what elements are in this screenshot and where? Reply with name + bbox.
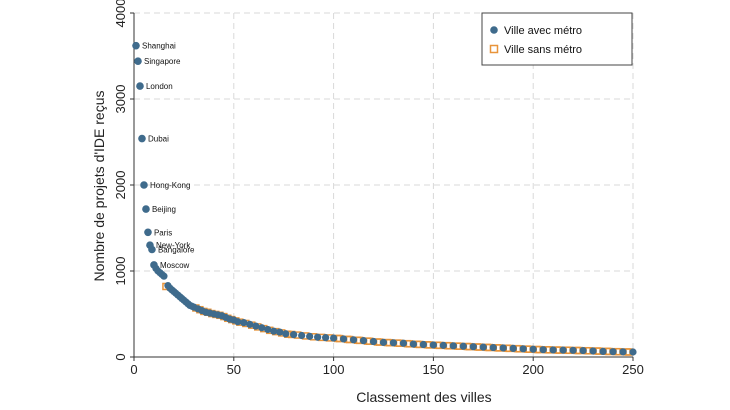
point-metro bbox=[306, 332, 314, 340]
x-tick-label: 200 bbox=[522, 362, 544, 377]
city-label: Paris bbox=[154, 228, 172, 237]
x-tick-labels: 0 50 100 150 200 250 bbox=[130, 362, 643, 377]
x-tick-label: 0 bbox=[130, 362, 137, 377]
point-labeled-city bbox=[136, 82, 144, 90]
y-tick-label: 1000 bbox=[113, 257, 128, 286]
point-metro bbox=[298, 331, 306, 340]
point-metro bbox=[270, 327, 278, 335]
series-metro bbox=[152, 264, 637, 356]
labeled-cities: Shanghai Singapore London Dubai Hong-Kong Bei… bbox=[132, 42, 195, 270]
point-metro bbox=[234, 318, 242, 326]
legend-label-no-metro: Ville sans métro bbox=[504, 44, 582, 56]
city-label: London bbox=[146, 82, 173, 91]
point-metro bbox=[349, 336, 358, 344]
point-labeled-city bbox=[142, 205, 150, 213]
y-tick-label: 2000 bbox=[113, 171, 128, 200]
point-metro bbox=[569, 346, 577, 354]
point-metro bbox=[599, 347, 607, 356]
point-metro bbox=[322, 334, 330, 342]
point-metro bbox=[449, 342, 457, 350]
point-labeled-city bbox=[134, 57, 142, 65]
y-tick-label: 3000 bbox=[113, 85, 128, 114]
legend-label-metro: Ville avec métro bbox=[504, 25, 582, 37]
point-metro bbox=[499, 344, 507, 352]
point-metro bbox=[509, 344, 517, 352]
point-labeled-city bbox=[144, 228, 152, 237]
point-metro bbox=[314, 333, 322, 341]
point-metro bbox=[539, 346, 547, 354]
point-metro bbox=[549, 346, 557, 354]
point-metro bbox=[339, 335, 348, 343]
axes bbox=[130, 12, 634, 361]
point-metro bbox=[330, 334, 338, 342]
x-tick-label: 150 bbox=[423, 362, 445, 377]
point-metro bbox=[369, 337, 378, 346]
point-labeled-city bbox=[138, 134, 146, 143]
point-metro bbox=[519, 345, 527, 353]
point-metro bbox=[629, 348, 637, 356]
x-axis-title: Classement des villes bbox=[356, 389, 491, 405]
point-metro bbox=[282, 330, 290, 338]
point-metro bbox=[240, 319, 248, 327]
city-label: Beijing bbox=[152, 205, 176, 214]
point-metro bbox=[359, 337, 368, 345]
city-label: Shanghai bbox=[142, 42, 176, 51]
legend-marker-metro bbox=[490, 26, 498, 34]
point-metro bbox=[399, 339, 408, 347]
point-metro bbox=[290, 331, 298, 339]
point-metro bbox=[619, 348, 627, 356]
point-labeled-city bbox=[140, 181, 148, 189]
y-tick-labels: 0 1000 2000 3000 4000 bbox=[113, 0, 128, 361]
point-metro bbox=[252, 322, 260, 330]
legend-marker-no-metro bbox=[489, 44, 499, 54]
point-labeled-city bbox=[148, 245, 156, 254]
city-label: Singapore bbox=[144, 57, 181, 66]
legend-box bbox=[481, 12, 633, 66]
point-metro bbox=[389, 339, 398, 347]
point-metro bbox=[264, 325, 272, 334]
point-metro bbox=[160, 272, 168, 280]
city-label: Moscow bbox=[160, 261, 190, 270]
point-metro bbox=[258, 324, 266, 332]
point-metro bbox=[379, 338, 388, 346]
point-metro bbox=[429, 341, 437, 349]
point-labeled-city bbox=[132, 41, 140, 50]
point-metro bbox=[529, 345, 537, 353]
y-axis-title: Nombre de projets d'IDE reçus bbox=[91, 91, 107, 282]
x-tick-label: 250 bbox=[622, 362, 644, 377]
point-labeled-city bbox=[150, 261, 158, 269]
point-metro bbox=[489, 343, 497, 352]
point-metro bbox=[419, 340, 428, 349]
point-metro bbox=[479, 343, 487, 351]
point-metro bbox=[579, 346, 587, 355]
point-metro bbox=[469, 343, 477, 351]
x-tick-label: 100 bbox=[323, 362, 345, 377]
city-label: Dubai bbox=[148, 135, 169, 144]
legend: Ville avec métro Ville sans métro bbox=[481, 12, 633, 66]
point-metro bbox=[459, 342, 467, 350]
city-label: Bangalore bbox=[158, 246, 195, 255]
point-metro bbox=[409, 340, 418, 348]
point-metro bbox=[439, 341, 447, 349]
city-label: New-York bbox=[156, 241, 191, 250]
y-tick-label: 4000 bbox=[113, 0, 128, 27]
point-metro bbox=[559, 346, 567, 354]
point-metro bbox=[276, 328, 284, 336]
point-metro bbox=[246, 320, 254, 328]
city-label: Hong-Kong bbox=[150, 181, 190, 190]
x-tick-label: 50 bbox=[227, 362, 241, 377]
point-metro bbox=[589, 347, 597, 355]
y-tick-label: 0 bbox=[113, 353, 128, 360]
point-metro bbox=[609, 348, 617, 356]
